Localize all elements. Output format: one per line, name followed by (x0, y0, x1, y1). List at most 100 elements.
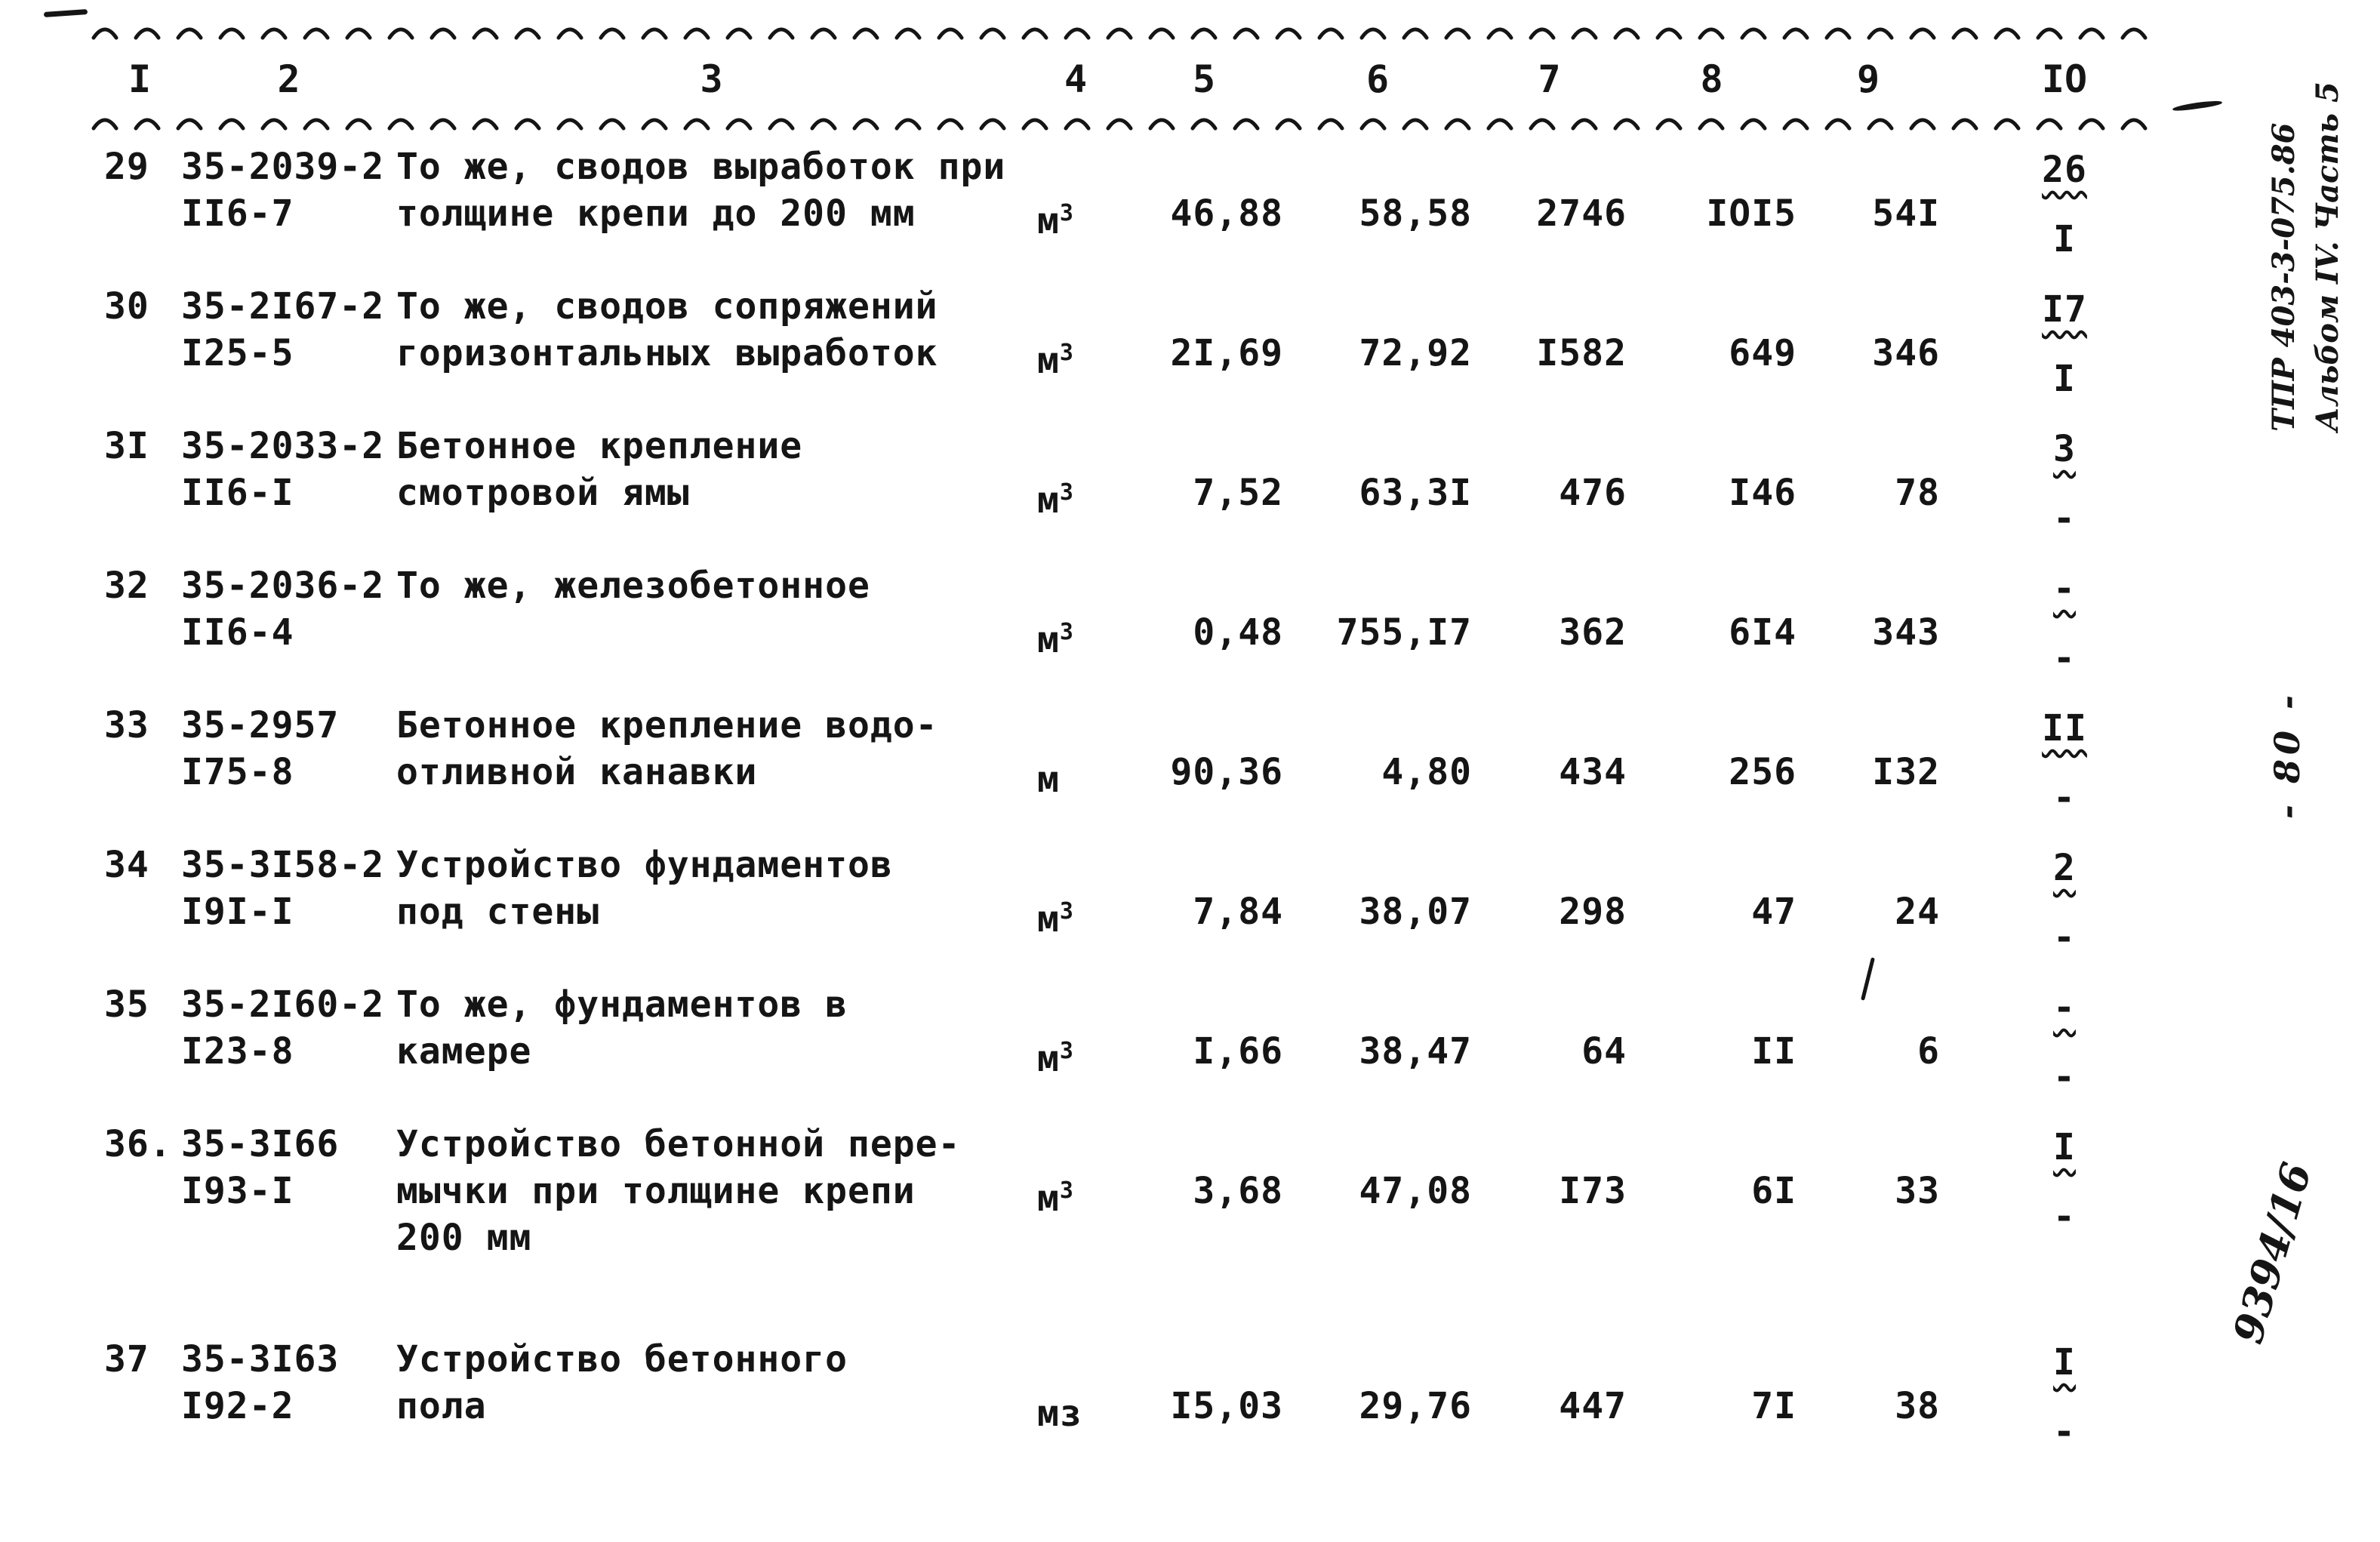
row-number: 29 (104, 146, 149, 188)
fraction-cell: I - (1940, 1336, 2189, 1455)
value-cell-6: 38,07 (1359, 891, 1472, 933)
value-cell-9: I32 (1872, 751, 1940, 793)
value-cell-8: 649 (1729, 332, 1797, 374)
unit-base: м (1037, 619, 1060, 661)
unit-base: м (1037, 759, 1060, 801)
value-cell-8: IOI5 (1706, 192, 1797, 235)
unit-cell: м3 (1027, 423, 1125, 524)
table-body: 29 35-2039-2 II6-7 То же, сводов выработо… (0, 143, 2380, 1476)
fraction-cell: II - (1940, 702, 2189, 821)
unit-cell: м (1027, 702, 1125, 803)
table-row: 33 35-2957 I75-8 Бетонное крепление водо-… (0, 702, 2380, 842)
table-row: 36. 35-3I66 I93-I Устройство бетонной пер… (0, 1121, 2380, 1336)
fraction-numerator: II (2042, 707, 2087, 749)
value-cell-5: 2I,69 (1170, 332, 1283, 374)
value-cell-9: 343 (1872, 611, 1940, 654)
fraction-denominator: - (2053, 497, 2076, 540)
value-cell-9: 346 (1872, 332, 1940, 374)
description-cell: Устройство бетонной пере-мычки при толщи… (396, 1123, 961, 1259)
table-row: 35 35-2I60-2 I23-8 То же, фундаментов в ка… (0, 981, 2380, 1121)
description-cell: То же, железобетонное (396, 565, 870, 607)
fraction-numerator: I (2053, 1126, 2076, 1168)
value-cell-7: 298 (1559, 891, 1627, 933)
table-header-row: I 2 3 4 5 6 7 8 9 IO (0, 45, 2380, 107)
value-cell-6: 72,92 (1359, 332, 1472, 374)
wavy-separator-line-bottom (91, 118, 2148, 131)
value-cell-8: 256 (1729, 751, 1797, 793)
unit-cell: м3 (1027, 562, 1125, 663)
value-cell-6: 38,47 (1359, 1030, 1472, 1073)
fraction-numerator: I (2053, 1341, 2076, 1383)
description-cell: То же, фундаментов в камере (396, 983, 848, 1073)
column-header: 5 (1192, 57, 1216, 101)
unit-base: мз (1037, 1393, 1082, 1435)
column-header: 2 (277, 57, 300, 101)
column-header: IO (2041, 57, 2088, 101)
unit-superscript: 3 (1059, 1038, 1074, 1064)
page-number: - 80 - (2267, 690, 2308, 820)
row-number: 30 (104, 285, 149, 328)
unit-base: м (1037, 898, 1060, 940)
fraction-numerator: 2 (2053, 847, 2076, 889)
unit-superscript: 3 (1059, 340, 1074, 366)
value-cell-5: I5,03 (1170, 1385, 1283, 1427)
fraction-denominator: - (2053, 637, 2076, 679)
code-cell: 35-2I67-2 I25-5 (181, 285, 385, 374)
value-cell-9: 33 (1895, 1170, 1940, 1212)
stamp-line-2: Альбом IV. Часть 5 (2310, 82, 2345, 432)
table-row: 3I 35-2033-2 II6-I Бетонное крепление смот… (0, 423, 2380, 562)
unit-superscript: 3 (1059, 619, 1074, 645)
fraction-cell: 2 - (1940, 842, 2189, 961)
fraction-numerator: - (2053, 986, 2076, 1029)
table-row: 30 35-2I67-2 I25-5 То же, сводов сопряжен… (0, 283, 2380, 423)
unit-cell: мз (1027, 1336, 1125, 1437)
value-cell-5: 46,88 (1170, 192, 1283, 235)
unit-superscript: 3 (1059, 1177, 1074, 1204)
fraction-cell: I - (1940, 1121, 2189, 1240)
value-cell-6: 63,3I (1359, 472, 1472, 514)
code-cell: 35-3I66 I93-I (181, 1123, 340, 1212)
value-cell-5: 7,84 (1193, 891, 1283, 933)
value-cell-8: 7I (1751, 1385, 1797, 1427)
fraction-denominator: - (2053, 1196, 2076, 1238)
stamp-text: ТПР 403-3-075.86 Альбом IV. Часть 5 (2262, 82, 2350, 432)
value-cell-7: I582 (1536, 332, 1627, 374)
column-header: 4 (1064, 57, 1088, 101)
unit-superscript: 3 (1059, 200, 1074, 226)
value-cell-7: 362 (1559, 611, 1627, 654)
fraction-numerator: - (2053, 568, 2076, 610)
fraction-denominator: - (2053, 1411, 2076, 1453)
column-header: 7 (1538, 57, 1561, 101)
row-number: 35 (104, 983, 149, 1026)
row-number: 36. (104, 1123, 172, 1165)
value-cell-5: I,66 (1193, 1030, 1283, 1073)
value-cell-8: 6I4 (1729, 611, 1797, 654)
description-cell: Устройство бетонного пола (396, 1338, 848, 1427)
value-cell-9: 54I (1872, 192, 1940, 235)
fraction-cell: 3 - (1940, 423, 2189, 542)
fraction-numerator: 26 (2042, 149, 2087, 191)
fraction-denominator: - (2053, 777, 2076, 819)
value-cell-6: 58,58 (1359, 192, 1472, 235)
wavy-separator-line-top (91, 27, 2148, 40)
fraction-cell: 26 I (1940, 143, 2189, 263)
unit-base: м (1037, 1038, 1060, 1080)
description-cell: То же, сводов выработок при толщине крепи… (396, 146, 1006, 235)
value-cell-8: II (1751, 1030, 1797, 1073)
code-cell: 35-2039-2 II6-7 (181, 146, 385, 235)
value-cell-9: 38 (1895, 1385, 1940, 1427)
fraction-denominator: I (2053, 358, 2076, 400)
value-cell-7: 476 (1559, 472, 1627, 514)
code-cell: 35-2957 I75-8 (181, 704, 340, 793)
row-number: 33 (104, 704, 149, 746)
row-number: 34 (104, 844, 149, 886)
fraction-cell: I7 I (1940, 283, 2189, 402)
code-cell: 35-2033-2 II6-I (181, 425, 385, 514)
unit-base: м (1037, 1177, 1060, 1220)
row-number: 32 (104, 565, 149, 607)
stamp-line-1: ТПР 403-3-075.86 (2266, 122, 2301, 432)
code-cell: 35-3I63 I92-2 (181, 1338, 340, 1427)
code-cell: 35-2036-2 II6-4 (181, 565, 385, 654)
description-cell: Устройство фундаментов под стены (396, 844, 893, 933)
unit-base: м (1037, 200, 1060, 242)
